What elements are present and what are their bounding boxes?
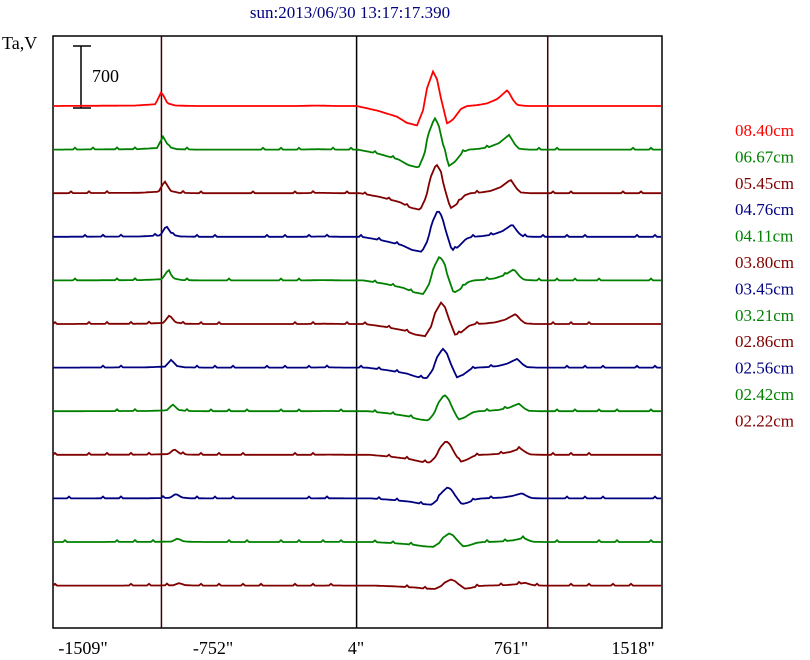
scale-bar: 700: [73, 45, 119, 109]
legend-item: 03.21cm: [735, 306, 794, 325]
x-ticks: -1509" -752" 4" 761" 1518": [58, 638, 654, 658]
vertical-markers: [160, 36, 549, 628]
legend-item: 06.67cm: [735, 147, 794, 166]
x-tick-label: -752": [193, 638, 233, 658]
legend-item: 03.45cm: [735, 279, 794, 298]
series-line-06.67cm: [53, 116, 661, 169]
legend-item: 03.80cm: [735, 253, 794, 272]
series-layer: [52, 69, 661, 590]
y-axis-label: Ta,V: [2, 33, 37, 53]
chart-title: sun:2013/06/30 13:17:17.390: [250, 3, 450, 22]
series-line-03.45cm: [53, 347, 661, 380]
legend-item: 04.11cm: [735, 227, 793, 246]
series-line-02.42cm: [53, 532, 661, 548]
series-line-08.40cm: [53, 69, 661, 127]
series-line-03.80cm: [52, 301, 661, 338]
legend-item: 02.22cm: [735, 411, 794, 430]
plot-frame: [52, 35, 663, 629]
legend-item: 04.76cm: [735, 200, 794, 219]
series-line-02.56cm: [53, 486, 661, 506]
series-line-03.21cm: [53, 394, 661, 422]
legend-item: 02.86cm: [735, 332, 794, 351]
x-tick-label: 761": [494, 638, 528, 658]
series-line-05.45cm: [53, 163, 661, 211]
legend-item: 05.45cm: [735, 174, 794, 193]
series-line-02.22cm: [52, 578, 661, 590]
legend: 08.40cm 06.67cm 05.45cm 04.76cm 04.11cm 03.80…: [735, 121, 794, 430]
legend-item: 02.56cm: [735, 359, 794, 378]
scale-bar-label: 700: [92, 66, 119, 86]
series-line-04.11cm: [53, 255, 661, 295]
x-tick-label: -1509": [58, 638, 107, 658]
x-tick-label: 4": [348, 638, 364, 658]
series-line-02.86cm: [52, 440, 661, 464]
legend-item: 02.42cm: [735, 385, 794, 404]
x-tick-label: 1518": [611, 638, 654, 658]
legend-item: 08.40cm: [735, 121, 794, 140]
series-line-04.76cm: [53, 210, 661, 253]
